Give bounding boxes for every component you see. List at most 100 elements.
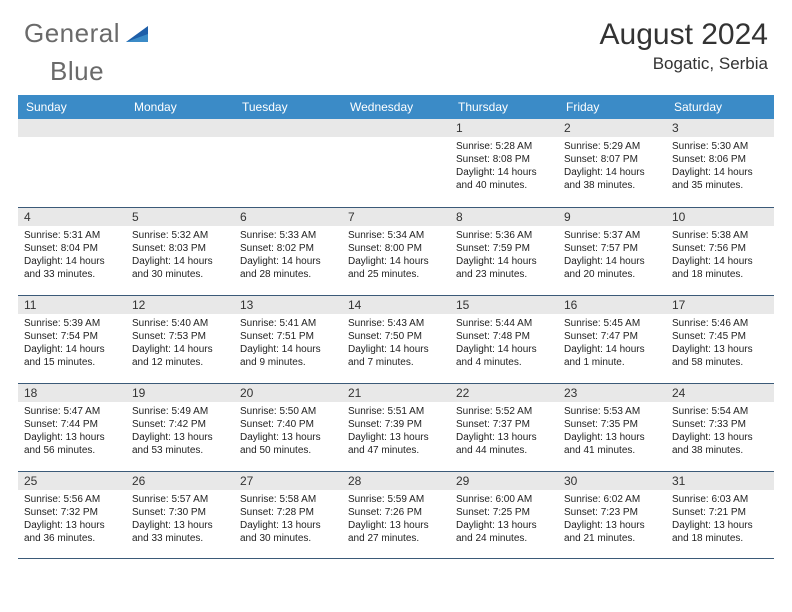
sunset-text: Sunset: 7:32 PM bbox=[24, 506, 120, 519]
location-label: Bogatic, Serbia bbox=[600, 54, 768, 74]
daylight-text: Daylight: 13 hours and 47 minutes. bbox=[348, 431, 444, 457]
day-number: 10 bbox=[666, 208, 774, 226]
calendar-cell: 4Sunrise: 5:31 AMSunset: 8:04 PMDaylight… bbox=[18, 207, 126, 295]
day-number: 1 bbox=[450, 119, 558, 137]
calendar-cell: 10Sunrise: 5:38 AMSunset: 7:56 PMDayligh… bbox=[666, 207, 774, 295]
sunrise-text: Sunrise: 5:29 AM bbox=[564, 140, 660, 153]
daylight-text: Daylight: 14 hours and 35 minutes. bbox=[672, 166, 768, 192]
sunrise-text: Sunrise: 5:50 AM bbox=[240, 405, 336, 418]
day-number: 31 bbox=[666, 472, 774, 490]
day-number: 19 bbox=[126, 384, 234, 402]
calendar-cell: 2Sunrise: 5:29 AMSunset: 8:07 PMDaylight… bbox=[558, 119, 666, 207]
brand-word-1: General bbox=[24, 18, 120, 49]
sunrise-text: Sunrise: 5:59 AM bbox=[348, 493, 444, 506]
daylight-text: Daylight: 13 hours and 58 minutes. bbox=[672, 343, 768, 369]
daylight-text: Daylight: 14 hours and 33 minutes. bbox=[24, 255, 120, 281]
sunset-text: Sunset: 8:00 PM bbox=[348, 242, 444, 255]
day-details: Sunrise: 5:56 AMSunset: 7:32 PMDaylight:… bbox=[18, 490, 126, 549]
day-number: 26 bbox=[126, 472, 234, 490]
daylight-text: Daylight: 13 hours and 36 minutes. bbox=[24, 519, 120, 545]
day-details: Sunrise: 6:02 AMSunset: 7:23 PMDaylight:… bbox=[558, 490, 666, 549]
day-number: 16 bbox=[558, 296, 666, 314]
day-details: Sunrise: 5:54 AMSunset: 7:33 PMDaylight:… bbox=[666, 402, 774, 461]
day-number: 11 bbox=[18, 296, 126, 314]
day-number: 17 bbox=[666, 296, 774, 314]
sunrise-text: Sunrise: 5:52 AM bbox=[456, 405, 552, 418]
month-title: August 2024 bbox=[600, 18, 768, 52]
day-number: 24 bbox=[666, 384, 774, 402]
day-number: 7 bbox=[342, 208, 450, 226]
day-details: Sunrise: 5:37 AMSunset: 7:57 PMDaylight:… bbox=[558, 226, 666, 285]
sunset-text: Sunset: 7:30 PM bbox=[132, 506, 228, 519]
daylight-text: Daylight: 14 hours and 15 minutes. bbox=[24, 343, 120, 369]
day-details: Sunrise: 5:49 AMSunset: 7:42 PMDaylight:… bbox=[126, 402, 234, 461]
daylight-text: Daylight: 14 hours and 38 minutes. bbox=[564, 166, 660, 192]
day-number bbox=[234, 119, 342, 137]
day-details: Sunrise: 5:58 AMSunset: 7:28 PMDaylight:… bbox=[234, 490, 342, 549]
day-number bbox=[18, 119, 126, 137]
calendar-cell: 17Sunrise: 5:46 AMSunset: 7:45 PMDayligh… bbox=[666, 295, 774, 383]
calendar-grid: 1Sunrise: 5:28 AMSunset: 8:08 PMDaylight… bbox=[18, 119, 774, 559]
calendar-row: 11Sunrise: 5:39 AMSunset: 7:54 PMDayligh… bbox=[18, 295, 774, 383]
weekday-saturday: Saturday bbox=[666, 95, 774, 119]
day-details: Sunrise: 5:40 AMSunset: 7:53 PMDaylight:… bbox=[126, 314, 234, 373]
calendar-cell: 23Sunrise: 5:53 AMSunset: 7:35 PMDayligh… bbox=[558, 383, 666, 471]
sunrise-text: Sunrise: 5:49 AM bbox=[132, 405, 228, 418]
daylight-text: Daylight: 14 hours and 9 minutes. bbox=[240, 343, 336, 369]
sunrise-text: Sunrise: 6:02 AM bbox=[564, 493, 660, 506]
sunrise-text: Sunrise: 5:45 AM bbox=[564, 317, 660, 330]
sunrise-text: Sunrise: 5:40 AM bbox=[132, 317, 228, 330]
brand-logo: General bbox=[24, 18, 152, 49]
sunrise-text: Sunrise: 5:47 AM bbox=[24, 405, 120, 418]
sunrise-text: Sunrise: 5:34 AM bbox=[348, 229, 444, 242]
calendar-cell: 12Sunrise: 5:40 AMSunset: 7:53 PMDayligh… bbox=[126, 295, 234, 383]
day-details: Sunrise: 5:43 AMSunset: 7:50 PMDaylight:… bbox=[342, 314, 450, 373]
day-details: Sunrise: 5:45 AMSunset: 7:47 PMDaylight:… bbox=[558, 314, 666, 373]
sunrise-text: Sunrise: 5:51 AM bbox=[348, 405, 444, 418]
sunset-text: Sunset: 7:48 PM bbox=[456, 330, 552, 343]
calendar-page: General August 2024 Bogatic, Serbia Blue… bbox=[0, 0, 792, 559]
calendar-cell bbox=[342, 119, 450, 207]
day-number: 30 bbox=[558, 472, 666, 490]
day-number: 2 bbox=[558, 119, 666, 137]
daylight-text: Daylight: 14 hours and 40 minutes. bbox=[456, 166, 552, 192]
calendar-cell: 19Sunrise: 5:49 AMSunset: 7:42 PMDayligh… bbox=[126, 383, 234, 471]
calendar-cell: 22Sunrise: 5:52 AMSunset: 7:37 PMDayligh… bbox=[450, 383, 558, 471]
calendar-cell: 30Sunrise: 6:02 AMSunset: 7:23 PMDayligh… bbox=[558, 471, 666, 559]
calendar-cell: 6Sunrise: 5:33 AMSunset: 8:02 PMDaylight… bbox=[234, 207, 342, 295]
sunrise-text: Sunrise: 5:36 AM bbox=[456, 229, 552, 242]
calendar-cell: 9Sunrise: 5:37 AMSunset: 7:57 PMDaylight… bbox=[558, 207, 666, 295]
day-number: 27 bbox=[234, 472, 342, 490]
day-number: 15 bbox=[450, 296, 558, 314]
day-number: 22 bbox=[450, 384, 558, 402]
sunset-text: Sunset: 7:50 PM bbox=[348, 330, 444, 343]
day-details: Sunrise: 5:29 AMSunset: 8:07 PMDaylight:… bbox=[558, 137, 666, 196]
daylight-text: Daylight: 14 hours and 20 minutes. bbox=[564, 255, 660, 281]
calendar-cell: 11Sunrise: 5:39 AMSunset: 7:54 PMDayligh… bbox=[18, 295, 126, 383]
day-number: 3 bbox=[666, 119, 774, 137]
day-number bbox=[126, 119, 234, 137]
sunset-text: Sunset: 7:51 PM bbox=[240, 330, 336, 343]
sunrise-text: Sunrise: 5:53 AM bbox=[564, 405, 660, 418]
calendar-cell: 5Sunrise: 5:32 AMSunset: 8:03 PMDaylight… bbox=[126, 207, 234, 295]
day-number: 12 bbox=[126, 296, 234, 314]
sunrise-text: Sunrise: 5:54 AM bbox=[672, 405, 768, 418]
day-details: Sunrise: 5:57 AMSunset: 7:30 PMDaylight:… bbox=[126, 490, 234, 549]
day-number: 20 bbox=[234, 384, 342, 402]
day-details: Sunrise: 5:32 AMSunset: 8:03 PMDaylight:… bbox=[126, 226, 234, 285]
daylight-text: Daylight: 14 hours and 1 minute. bbox=[564, 343, 660, 369]
day-number: 5 bbox=[126, 208, 234, 226]
calendar-cell: 29Sunrise: 6:00 AMSunset: 7:25 PMDayligh… bbox=[450, 471, 558, 559]
day-details: Sunrise: 5:36 AMSunset: 7:59 PMDaylight:… bbox=[450, 226, 558, 285]
calendar-row: 18Sunrise: 5:47 AMSunset: 7:44 PMDayligh… bbox=[18, 383, 774, 471]
day-details: Sunrise: 5:46 AMSunset: 7:45 PMDaylight:… bbox=[666, 314, 774, 373]
day-details: Sunrise: 5:47 AMSunset: 7:44 PMDaylight:… bbox=[18, 402, 126, 461]
daylight-text: Daylight: 13 hours and 38 minutes. bbox=[672, 431, 768, 457]
day-details: Sunrise: 5:41 AMSunset: 7:51 PMDaylight:… bbox=[234, 314, 342, 373]
daylight-text: Daylight: 14 hours and 28 minutes. bbox=[240, 255, 336, 281]
day-number: 23 bbox=[558, 384, 666, 402]
calendar-cell bbox=[18, 119, 126, 207]
daylight-text: Daylight: 14 hours and 30 minutes. bbox=[132, 255, 228, 281]
sunset-text: Sunset: 7:45 PM bbox=[672, 330, 768, 343]
day-number: 9 bbox=[558, 208, 666, 226]
